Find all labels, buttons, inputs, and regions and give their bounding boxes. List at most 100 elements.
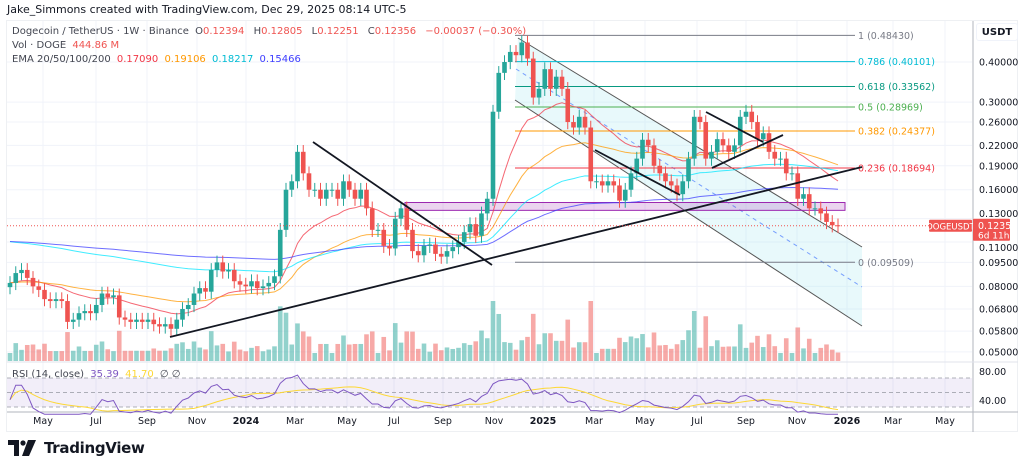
volume-bar: [352, 343, 358, 361]
ema-legend[interactable]: EMA 20/50/100/200 0.17090 0.19106 0.1821…: [12, 54, 301, 65]
candle-body: [829, 221, 835, 226]
candle-body: [122, 317, 128, 320]
tradingview-logo[interactable]: TradingView: [8, 439, 145, 457]
candle-body: [611, 181, 617, 186]
candle-body: [732, 145, 737, 152]
volume-bar: [657, 345, 663, 361]
volume-bar: [162, 350, 168, 361]
trendline: [312, 141, 493, 266]
volume-bar: [427, 351, 433, 361]
volume-bar: [519, 340, 525, 361]
symbol-legend[interactable]: Dogecoin / TetherUS · 1W · Binance O0.12…: [12, 26, 527, 37]
candle-body: [548, 69, 553, 89]
ema20-line: [9, 102, 839, 315]
candle-body: [415, 251, 421, 256]
time-tick-label: Jul: [89, 416, 101, 427]
candle-body: [174, 319, 180, 329]
volume-bar: [795, 327, 801, 361]
time-tick-label: Sep: [737, 416, 755, 427]
candle-body: [749, 111, 755, 123]
price-tick-label: 0.40000: [979, 58, 1018, 69]
candle-body: [812, 208, 818, 210]
candle-body: [289, 181, 295, 190]
volume-bar: [789, 353, 795, 361]
price-tick-label: 0.08000: [979, 282, 1018, 293]
candle-body: [519, 42, 525, 56]
volume-bar: [450, 348, 456, 361]
volume-bar: [542, 333, 548, 361]
volume-bar: [588, 301, 594, 361]
volume-bar: [622, 342, 628, 361]
volume-bar: [157, 350, 162, 361]
channel-upper-line: [517, 37, 863, 248]
volume-bar: [237, 349, 243, 361]
candle-body: [260, 286, 266, 289]
volume-bar: [329, 353, 335, 361]
volume-bar: [387, 350, 392, 361]
candle-body: [467, 224, 473, 233]
time-tick-label: Mar: [585, 416, 603, 427]
candle-body: [185, 304, 191, 310]
price-tick-label: 0.05800: [979, 327, 1018, 338]
volume-bar: [783, 338, 789, 361]
candle-body: [714, 139, 720, 152]
volume-bar: [473, 341, 479, 361]
volume-bar: [197, 347, 203, 361]
volume-bar: [220, 343, 226, 361]
price-tick-label: 0.09500: [979, 258, 1018, 269]
volume-bar: [260, 351, 266, 361]
currency-label[interactable]: USDT: [976, 23, 1018, 41]
fib-level-label: 0.382 (0.24377): [858, 127, 935, 138]
time-tick-label: 2024: [233, 416, 260, 427]
volume-bar: [749, 342, 755, 361]
candle-body: [720, 139, 726, 146]
candle-body: [335, 189, 341, 199]
trendline: [169, 166, 863, 338]
candle-body: [599, 181, 605, 186]
candle-body: [795, 173, 801, 199]
volume-bar: [599, 348, 605, 361]
rsi-legend[interactable]: RSI (14, close) 35.39 41.70 ∅ ∅: [12, 369, 181, 380]
candle-body: [622, 189, 628, 201]
candle-body: [266, 282, 272, 287]
trendline: [594, 149, 681, 196]
candle-body: [283, 189, 289, 230]
volume-bar: [168, 348, 174, 361]
volume-bar: [801, 348, 806, 361]
time-tick-label: Sep: [138, 416, 156, 427]
candle-body: [128, 319, 134, 322]
volume-bar: [381, 336, 387, 361]
candle-body: [36, 286, 42, 290]
candle-body: [47, 299, 53, 302]
ema200-value: 0.15466: [259, 54, 301, 65]
volume-bar: [145, 350, 151, 361]
candle-body: [806, 194, 812, 209]
volume-bar: [737, 324, 743, 361]
candle-body: [111, 295, 116, 298]
volume-bar: [128, 350, 134, 361]
candle-body: [433, 244, 438, 254]
volume-bar: [341, 335, 346, 361]
candle-body: [208, 269, 214, 292]
fib-level-label: 0.786 (0.40101): [858, 57, 935, 68]
time-tick-label: Mar: [286, 416, 304, 427]
volume-bar: [651, 332, 657, 361]
volume-bar: [444, 347, 450, 361]
candle-body: [226, 269, 231, 272]
volume-bar: [691, 310, 697, 361]
candle-body: [536, 88, 542, 98]
volume-bar: [191, 341, 197, 361]
candle-body: [272, 276, 277, 283]
volume-bar: [697, 347, 703, 361]
volume-bar: [565, 319, 571, 361]
candle-body: [151, 319, 157, 325]
volume-bar: [208, 331, 214, 361]
volume-bar: [628, 336, 634, 361]
candle-body: [24, 269, 30, 278]
rsi-line: [9, 374, 838, 415]
candle-body: [513, 51, 519, 56]
volume-bar: [139, 350, 145, 361]
candle-body: [231, 269, 237, 282]
volume-legend[interactable]: Vol · DOGE 444.86 M: [12, 40, 120, 51]
